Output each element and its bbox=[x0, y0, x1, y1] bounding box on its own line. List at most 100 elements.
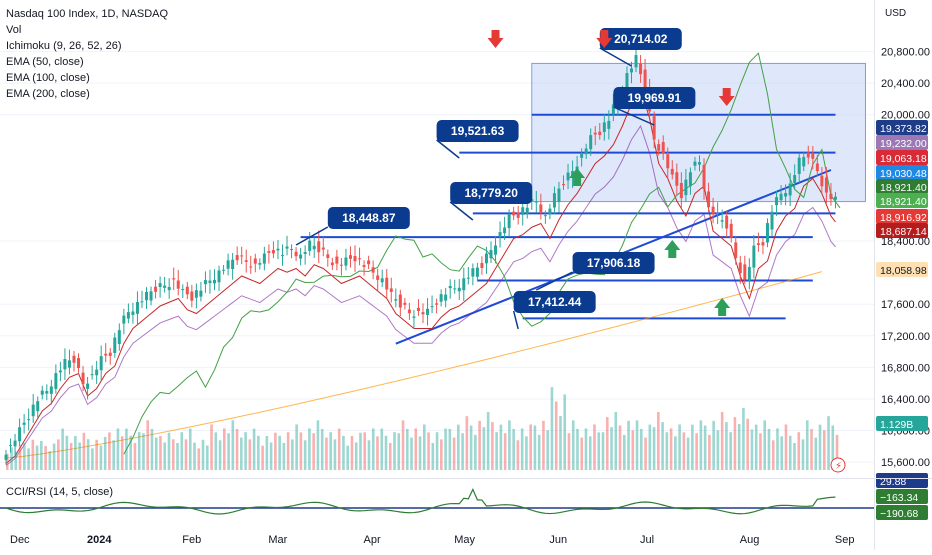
candle-body bbox=[86, 383, 90, 389]
volume-bar bbox=[52, 443, 56, 470]
volume-bar bbox=[559, 416, 562, 470]
candle-body bbox=[104, 353, 108, 356]
price-badge-label: 19,030.48 bbox=[880, 168, 927, 180]
volume-bar bbox=[431, 443, 435, 470]
volume-bar bbox=[393, 432, 396, 470]
legend-ema200[interactable]: EMA (200, close) bbox=[6, 88, 90, 100]
candle-body bbox=[249, 266, 253, 268]
volume-bar bbox=[622, 434, 626, 470]
range-box bbox=[531, 62, 866, 203]
candle-body bbox=[208, 280, 212, 284]
volume-bar bbox=[125, 428, 128, 470]
volume-bar bbox=[793, 443, 796, 470]
arrow-down-icon bbox=[596, 30, 613, 48]
candle-body bbox=[376, 275, 380, 280]
volume-bar bbox=[627, 420, 630, 470]
arrow-down-icon bbox=[718, 88, 735, 106]
volume-bar bbox=[214, 432, 218, 470]
legend-ema100[interactable]: EMA (100, close) bbox=[6, 72, 90, 84]
candle-body bbox=[539, 204, 543, 213]
candle-body bbox=[829, 193, 833, 200]
volume-bar bbox=[835, 434, 839, 470]
price-badge-label: 18,921.40 bbox=[880, 196, 927, 208]
callout-label: 18,779.20 bbox=[465, 186, 519, 200]
candle-body bbox=[484, 253, 488, 264]
candle-body bbox=[494, 245, 498, 255]
volume-bar bbox=[742, 407, 745, 470]
volume-bar bbox=[482, 427, 486, 470]
ema100-line bbox=[5, 124, 836, 466]
price-tick: 17,200.00 bbox=[881, 331, 930, 343]
volume-bar bbox=[316, 420, 320, 470]
volume-bar bbox=[503, 433, 507, 470]
candle-body bbox=[90, 374, 94, 376]
symbol-title[interactable]: Nasdaq 100 Index, 1D, NASDAQ bbox=[6, 8, 169, 20]
volume-bar bbox=[69, 443, 73, 470]
candle-body bbox=[285, 246, 289, 249]
volume-bar bbox=[193, 442, 196, 470]
candle-body bbox=[688, 172, 692, 187]
callout-pointer bbox=[613, 106, 655, 126]
volume-bar bbox=[6, 453, 9, 470]
volume-bar bbox=[720, 412, 724, 470]
candle-body bbox=[716, 212, 720, 214]
candle-body bbox=[566, 172, 570, 181]
volume-bar bbox=[423, 424, 426, 470]
candle-body bbox=[702, 164, 706, 190]
volume-bar bbox=[631, 430, 635, 470]
price-badge-label: 18,687.14 bbox=[880, 226, 927, 238]
candle-body bbox=[693, 161, 697, 166]
candle-body bbox=[797, 157, 801, 174]
price-badge-label: 19,232.00 bbox=[880, 138, 927, 150]
candle-body bbox=[190, 291, 194, 301]
volume-bar bbox=[448, 428, 452, 470]
time-tick: 2024 bbox=[87, 534, 112, 546]
volume-bar bbox=[708, 434, 711, 470]
arrow-up-icon bbox=[569, 168, 586, 186]
price-callout bbox=[450, 182, 533, 204]
oscillator-legend[interactable]: CCI/RSI (14, 5, close) bbox=[6, 486, 113, 498]
legend-ema50[interactable]: EMA (50, close) bbox=[6, 56, 84, 68]
price-badge-label: 19,063.18 bbox=[880, 153, 927, 165]
candle-body bbox=[389, 288, 393, 292]
candle-body bbox=[353, 255, 357, 262]
candle-body bbox=[435, 303, 439, 305]
volume-bar bbox=[550, 387, 554, 470]
volume-bar bbox=[291, 439, 294, 470]
candle-body bbox=[412, 316, 416, 318]
volume-bar bbox=[567, 433, 571, 470]
volume-bar bbox=[759, 433, 762, 470]
volume-bar bbox=[405, 428, 409, 470]
legend-vol[interactable]: Vol bbox=[6, 24, 22, 36]
time-tick: Feb bbox=[182, 534, 201, 546]
currency-label[interactable]: USD bbox=[885, 8, 907, 19]
candle-body bbox=[793, 175, 797, 183]
volume-bar bbox=[359, 432, 362, 470]
candle-body bbox=[131, 311, 135, 315]
volume-bar bbox=[86, 439, 90, 470]
candle-body bbox=[267, 251, 271, 253]
volume-bar bbox=[244, 432, 247, 470]
legend-ichimoku[interactable]: Ichimoku (9, 26, 52, 26) bbox=[6, 40, 122, 52]
volume-bar bbox=[605, 417, 609, 470]
candle-body bbox=[394, 299, 398, 301]
candle-body bbox=[22, 422, 26, 425]
indicator-legend: Nasdaq 100 Index, 1D, NASDAQ Vol Ichimok… bbox=[6, 6, 168, 102]
volume-bar bbox=[295, 424, 298, 470]
pane-divider[interactable] bbox=[0, 478, 932, 479]
callout-pointer bbox=[599, 47, 632, 67]
volume-bar bbox=[640, 428, 643, 470]
volume-bar bbox=[40, 441, 43, 470]
candle-body bbox=[652, 116, 656, 140]
time-tick: Aug bbox=[740, 534, 760, 546]
volume-bar bbox=[516, 440, 520, 470]
candle-body bbox=[788, 183, 792, 196]
candle-body bbox=[194, 290, 198, 298]
volume-bar bbox=[201, 439, 205, 470]
candle-body bbox=[552, 193, 556, 208]
candle-body bbox=[181, 289, 185, 291]
candle-body bbox=[262, 253, 266, 264]
candle-body bbox=[516, 212, 520, 218]
